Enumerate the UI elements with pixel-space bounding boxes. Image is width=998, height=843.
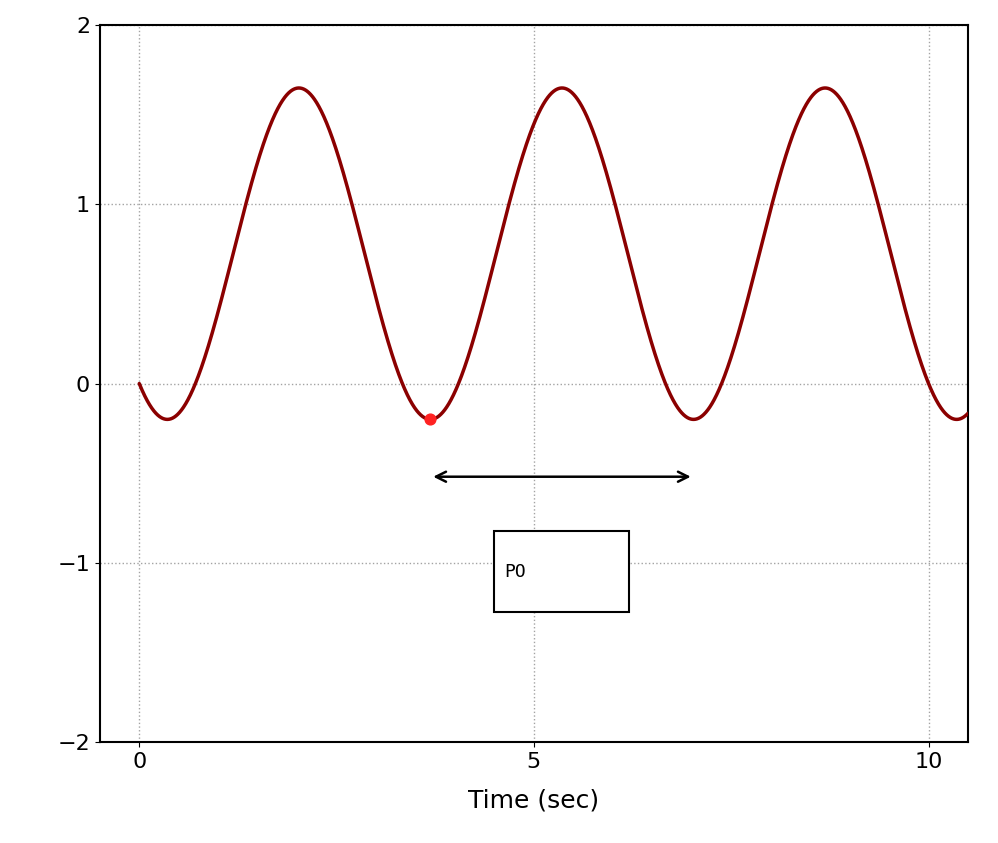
Text: PO: PO [504, 562, 526, 581]
Bar [494, 531, 629, 612]
X-axis label: Time (sec): Time (sec) [468, 788, 600, 812]
Point [422, 413, 438, 427]
